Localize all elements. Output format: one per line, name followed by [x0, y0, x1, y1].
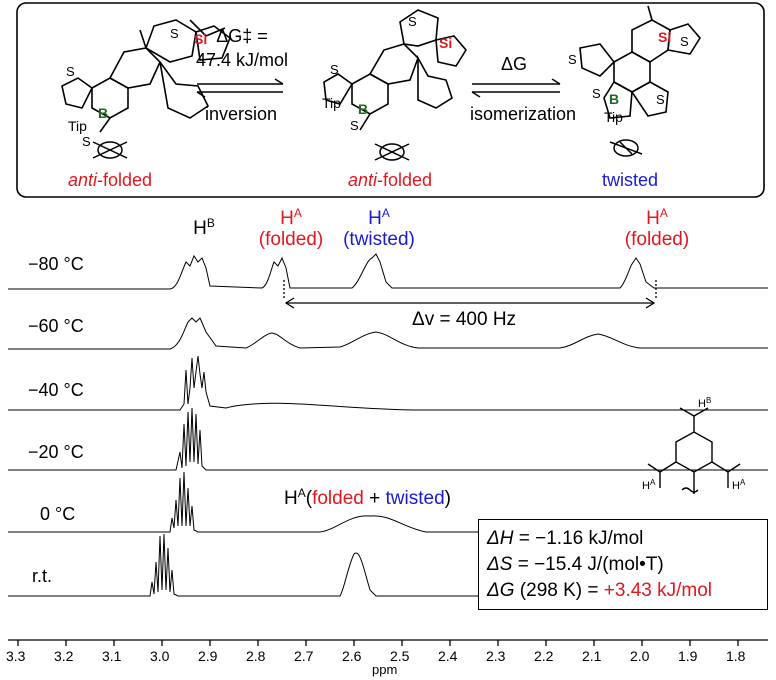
isomerization-label: isomerization [469, 104, 577, 124]
b-atom-2: B [358, 101, 368, 117]
s-atom-2a: S [330, 62, 339, 77]
temperature-label-minus-40: −40 °C [28, 380, 84, 400]
delta-nu-label: Δv = 400 Hz [412, 309, 517, 330]
si-atom-3: Si [658, 29, 671, 45]
tip-label-2: Tip [322, 95, 341, 111]
axis-tick-2.0: 2.0 [630, 648, 650, 664]
newman-projection-2 [374, 143, 410, 161]
inset-label-hb: HB [698, 396, 712, 411]
si-atom-1: Si [194, 31, 207, 47]
temperature-label-minus-60: −60 °C [28, 316, 84, 336]
si-atom-2: Si [439, 35, 452, 51]
delta-nu-arrow [283, 280, 657, 309]
axis-tick-2.4: 2.4 [438, 648, 458, 664]
newman-projection-3 [609, 139, 643, 157]
tip-substituent-structure [647, 407, 741, 494]
axis-tick-1.8: 1.8 [726, 648, 746, 664]
peak-label-ha-merged: HA(folded + twisted) [284, 486, 451, 509]
inversion-label: inversion [204, 104, 278, 124]
temperature-label-minus-80: −80 °C [28, 254, 84, 274]
spectrum-trace-minus-40 [8, 355, 768, 411]
axis-tick-2.2: 2.2 [534, 648, 554, 664]
spectrum-trace-minus-60 [8, 317, 768, 350]
temperature-label-minus-20: −20 °C [28, 442, 84, 462]
s-atom-3d: S [656, 92, 665, 107]
molecule-anti-folded-2 [323, 9, 467, 131]
axis-tick-2.9: 2.9 [198, 648, 218, 664]
axis-tick-3.0: 3.0 [150, 648, 170, 664]
thermodynamics-box: ΔH = −1.16 kJ/mol ΔS = −15.4 J/(mol•T) Δ… [478, 519, 768, 610]
peak-label-ha-twisted: HA (twisted) [343, 206, 415, 250]
b-atom-1: B [98, 105, 108, 121]
caption-twisted: twisted [601, 170, 659, 190]
activation-energy-label: ΔG‡ = [216, 26, 268, 46]
inset-label-ha-right: HA [732, 478, 746, 493]
axis-tick-1.9: 1.9 [678, 648, 698, 664]
s-atom-2c: S [350, 118, 359, 133]
tip-label-1: Tip [68, 118, 87, 134]
s-atom-1c: S [82, 134, 91, 149]
spectrum-trace-0 [8, 471, 768, 533]
free-energy-line: ΔG (298 K) = +3.43 kJ/mol [487, 580, 713, 601]
nmr-traces [8, 253, 768, 597]
axis-tick-2.5: 2.5 [390, 648, 410, 664]
s-atom-3c: S [592, 86, 601, 101]
enthalpy-line: ΔH = −1.16 kJ/mol [487, 528, 644, 549]
axis-tick-3.2: 3.2 [54, 648, 74, 664]
caption-anti-folded-2: anti-folded [347, 170, 433, 190]
equilibrium-arrows-2 [471, 78, 561, 98]
s-atom-1a: S [66, 64, 75, 79]
axis-tick-2.7: 2.7 [294, 648, 314, 664]
temperature-label-0: 0 °C [40, 504, 76, 524]
b-atom-3: B [609, 91, 619, 107]
spectrum-trace-rt [8, 533, 768, 597]
s-atom-3b: S [680, 34, 689, 49]
s-atom-1b: S [170, 26, 179, 41]
inset-label-ha-left: HA [642, 478, 656, 493]
peak-label-hb: HB [193, 216, 215, 239]
peak-label-ha-folded-left: HA (folded) [258, 206, 324, 250]
molecule-anti-folded-1 [61, 19, 231, 133]
scheme-box [16, 2, 765, 198]
spectrum-trace-minus-20 [8, 407, 768, 471]
equilibrium-arrows-1 [196, 78, 284, 98]
newman-projection-1 [92, 141, 128, 159]
axis-tick-2.8: 2.8 [246, 648, 266, 664]
s-atom-2b: S [408, 14, 417, 29]
peak-label-ha-folded-right: HA (folded) [624, 206, 690, 250]
molecule-twisted [579, 5, 701, 119]
spectrum-trace-minus-80 [8, 253, 768, 290]
activation-energy-value: 47.4 kJ/mol [195, 50, 289, 70]
axis-tick-2.6: 2.6 [342, 648, 362, 664]
s-atom-3a: S [568, 52, 577, 67]
axis-tick-3.1: 3.1 [102, 648, 122, 664]
axis-tick-2.3: 2.3 [486, 648, 506, 664]
entropy-line: ΔS = −15.4 J/(mol•T) [487, 554, 664, 575]
caption-anti-folded-1: anti-folded [67, 170, 153, 190]
tip-label-3: Tip [604, 109, 623, 125]
axis-tick-2.1: 2.1 [582, 648, 602, 664]
ppm-axis [8, 639, 768, 646]
temperature-label-rt: r.t. [32, 566, 53, 586]
delta-g-label: ΔG [500, 54, 528, 74]
axis-tick-3.3: 3.3 [6, 648, 26, 664]
axis-label-ppm: ppm [372, 662, 398, 677]
